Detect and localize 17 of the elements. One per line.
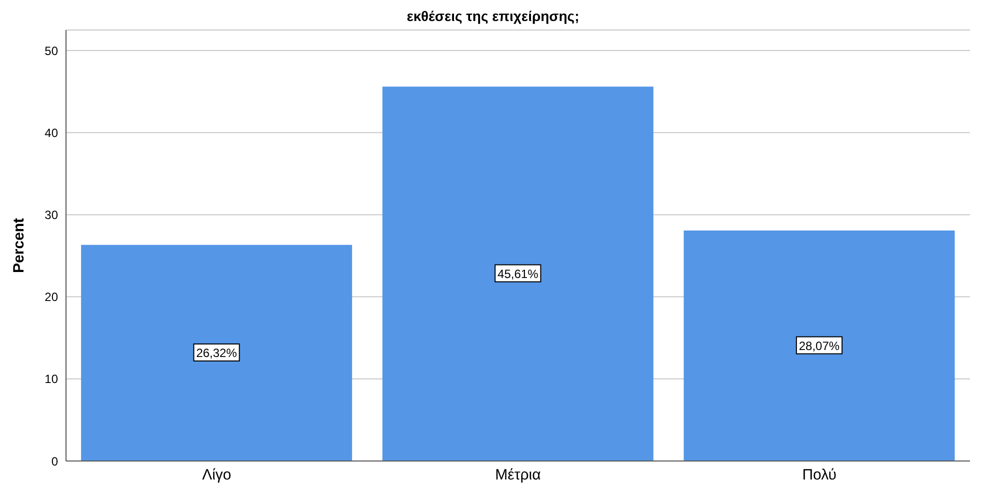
- x-tick-label: Πολύ: [802, 466, 836, 484]
- y-tick-label: 50: [44, 44, 58, 58]
- y-tick-label: 40: [44, 126, 58, 140]
- x-tick-label: Μέτρια: [495, 466, 542, 484]
- x-tick-label: Λίγο: [202, 466, 232, 484]
- y-tick-label: 20: [44, 290, 58, 304]
- data-label: 28,07%: [798, 338, 840, 353]
- y-tick-label: 30: [44, 208, 58, 222]
- bar: [684, 230, 955, 461]
- y-tick-label: 0: [51, 454, 58, 468]
- data-label: 45,61%: [498, 266, 539, 281]
- bar: [382, 86, 654, 461]
- data-label: 26,32%: [196, 346, 238, 360]
- y-axis-title: Percent: [10, 218, 28, 274]
- chart-title: εκθέσεις της επιχείρησης;: [406, 8, 580, 24]
- bar: [81, 244, 352, 461]
- y-tick-label: 10: [44, 372, 58, 386]
